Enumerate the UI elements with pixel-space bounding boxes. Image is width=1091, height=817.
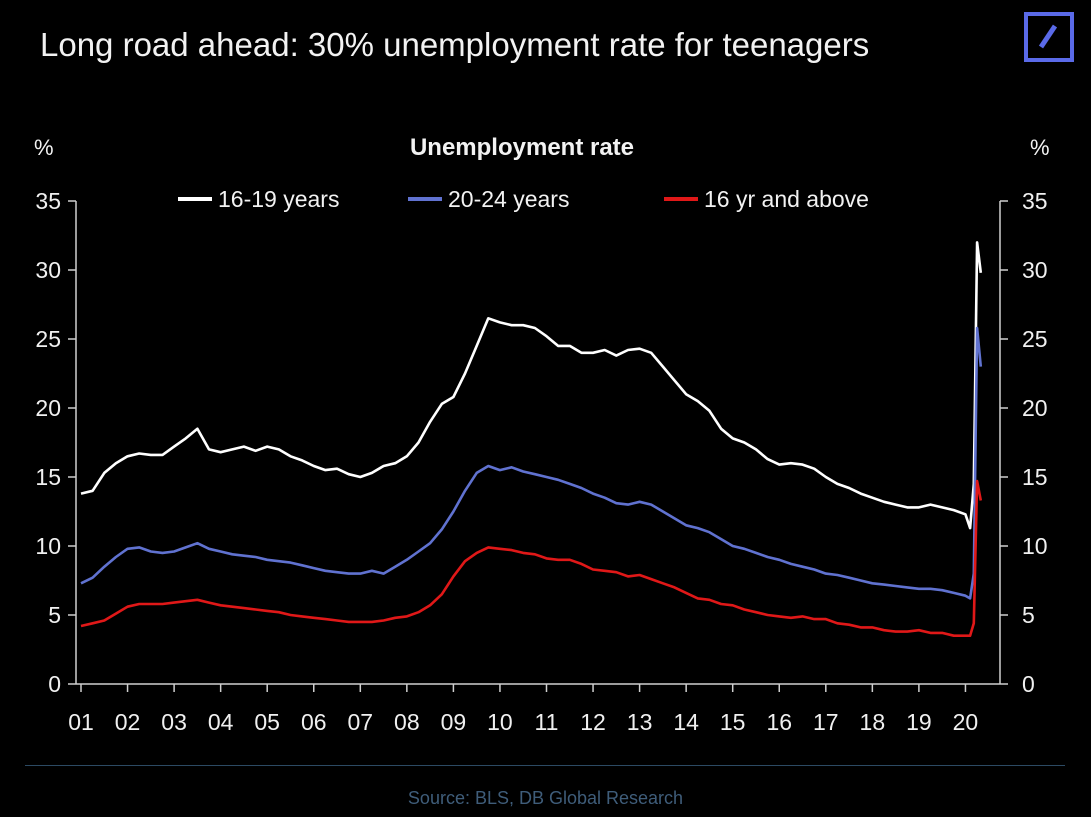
x-tick-label: 15 <box>720 709 746 735</box>
series-layer <box>80 241 983 638</box>
page-title: Long road ahead: 30% unemployment rate f… <box>40 26 870 63</box>
legend: 16-19 years 20-24 years 16 yr and above <box>178 186 869 212</box>
x-tick-label: 05 <box>254 709 280 735</box>
x-tick-label: 09 <box>441 709 467 735</box>
x-tick-label: 14 <box>673 709 699 735</box>
unemployment-rate-chart: Unemployment rate % % 16-19 years 20-24 y… <box>34 134 1050 735</box>
y-tick-label-right: 10 <box>1022 533 1048 559</box>
x-tick-label: 12 <box>580 709 606 735</box>
series-line <box>80 326 983 600</box>
y-tick-label-right: 20 <box>1022 395 1048 421</box>
y-tick-label-right: 35 <box>1022 188 1048 214</box>
x-tick-label: 02 <box>115 709 141 735</box>
legend-label: 16-19 years <box>218 186 339 212</box>
series-line <box>80 479 983 638</box>
y-tick-label-left: 0 <box>48 671 61 697</box>
y-tick-label-left: 30 <box>35 257 61 283</box>
y-tick-label-right: 25 <box>1022 326 1048 352</box>
x-tick-label: 19 <box>906 709 932 735</box>
x-tick-label: 13 <box>627 709 653 735</box>
x-tick-label: 20 <box>953 709 979 735</box>
chart-title: Unemployment rate <box>410 134 634 161</box>
y-tick-label-left: 35 <box>35 188 61 214</box>
x-tick-label: 04 <box>208 709 234 735</box>
deutsche-bank-logo <box>1024 12 1074 62</box>
x-tick-label: 03 <box>161 709 187 735</box>
x-tick-label: 11 <box>535 709 559 735</box>
x-tick-label: 06 <box>301 709 327 735</box>
y-tick-label-right: 15 <box>1022 464 1048 490</box>
y-tick-label-right: 30 <box>1022 257 1048 283</box>
y-tick-label-left: 25 <box>35 326 61 352</box>
x-tick-label: 07 <box>348 709 374 735</box>
source-note: Source: BLS, DB Global Research <box>407 788 684 808</box>
x-tick-label: 17 <box>813 709 839 735</box>
x-tick-label: 10 <box>487 709 513 735</box>
x-tick-label: 16 <box>766 709 792 735</box>
y-axis-unit-right: % <box>1030 135 1050 160</box>
y-tick-label-left: 10 <box>35 533 61 559</box>
y-tick-label-right: 0 <box>1022 671 1035 697</box>
y-tick-label-left: 5 <box>48 602 61 628</box>
legend-label: 16 yr and above <box>704 186 869 212</box>
x-tick-label: 08 <box>394 709 420 735</box>
y-tick-label-left: 20 <box>35 395 61 421</box>
y-axis-unit-left: % <box>34 135 54 160</box>
x-tick-label: 01 <box>68 709 94 735</box>
y-tick-label-left: 15 <box>35 464 61 490</box>
footer-divider <box>25 765 1065 766</box>
legend-label: 20-24 years <box>448 186 569 212</box>
x-tick-label: 18 <box>860 709 886 735</box>
y-tick-label-right: 5 <box>1022 602 1035 628</box>
series-line <box>80 241 983 530</box>
